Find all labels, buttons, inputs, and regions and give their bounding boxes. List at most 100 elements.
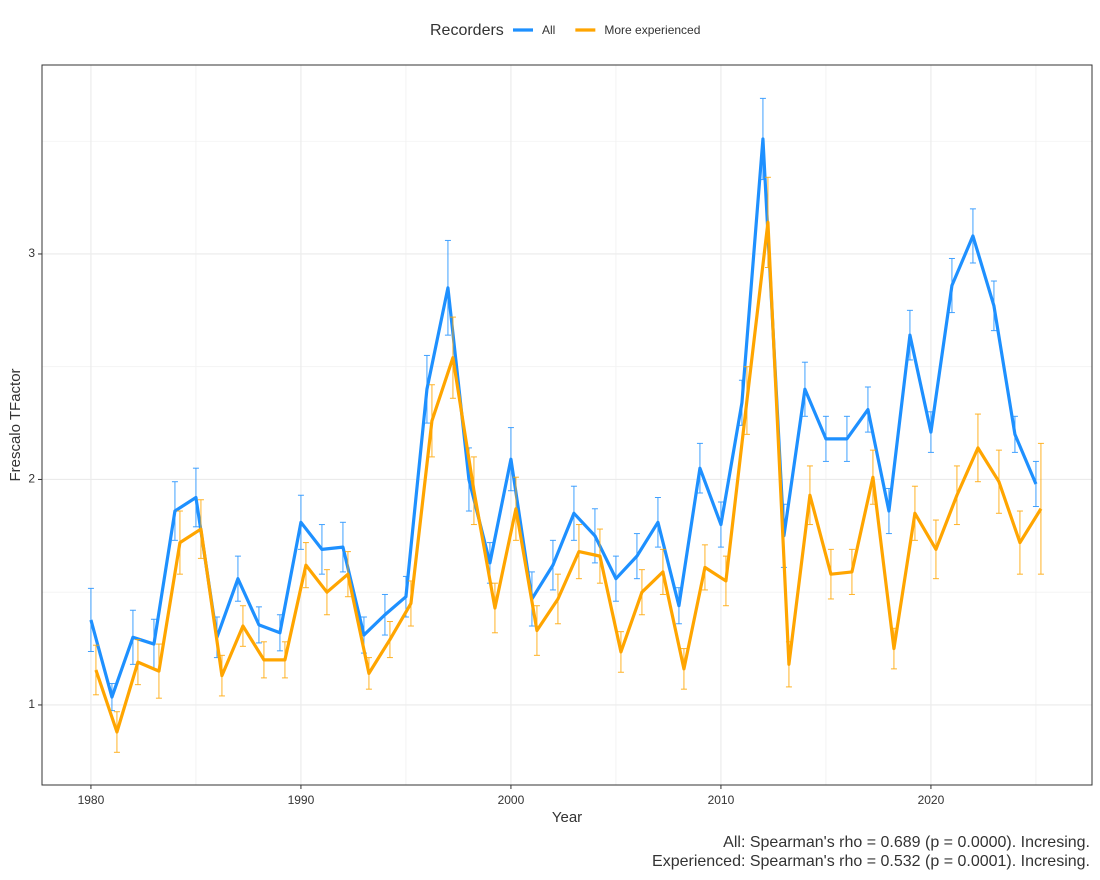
error-bar [575,524,582,580]
series-line [89,137,1038,699]
x-tick-label: 2010 [708,793,735,807]
error-bar [717,501,724,548]
error-bar [234,555,241,602]
plot-border [41,64,1093,786]
error-bar [344,551,351,598]
error-bar [974,413,981,483]
error-bar [255,606,262,644]
error-bar [318,524,325,575]
error-bar [806,465,813,526]
x-tick-label: 2000 [498,793,525,807]
error-bar [444,239,451,336]
error-bar [134,639,141,686]
error-bar [612,555,619,602]
error-bar [864,386,871,433]
error-bar [743,366,750,435]
error-bar [302,542,309,589]
error-bar [171,481,178,541]
error-bar [407,580,414,627]
error-bar [948,257,955,314]
x-tick-label: 1980 [78,793,105,807]
error-bar [386,621,393,659]
series-line [94,220,1043,734]
error-bar [176,510,183,575]
error-bar [764,176,771,268]
error-bar [680,648,687,690]
annotation: All: Spearman's rho = 0.689 (p = 0.0000)… [723,834,1090,851]
error-bar [218,654,225,697]
error-bar [869,449,876,505]
error-bar [659,548,666,595]
error-bar [927,411,934,453]
error-bar [932,519,939,580]
error-bar [339,521,346,573]
error-bar [449,316,456,399]
y-tick-label: 3 [28,246,35,260]
legend-label: All [542,23,555,37]
error-bar [533,605,540,656]
error-bar [297,494,304,550]
error-bar [911,485,918,541]
x-tick-label: 1990 [288,793,315,807]
error-bar [596,528,603,584]
error-bar [801,361,808,417]
y-tick-label: 1 [28,697,35,711]
error-bar [281,641,288,679]
error-bar [381,593,388,636]
error-bar [549,539,556,591]
error-bar [129,609,136,665]
error-bar [470,456,477,526]
error-bar [423,354,430,424]
error-bar [995,449,1002,514]
error-bar [969,208,976,264]
error-bar [87,587,94,653]
error-bar [1011,415,1018,453]
error-bar [239,605,246,647]
legend-title: Recorders [430,22,504,39]
error-bar [827,548,834,600]
error-bar [192,467,199,528]
error-bar [701,544,708,591]
error-bar [260,641,267,679]
error-bar [323,569,330,616]
error-bar [848,548,855,595]
error-bar [633,533,640,580]
error-bar [491,582,498,634]
error-bar [785,641,792,688]
x-axis-label: Year [552,809,582,826]
error-bar [885,487,892,535]
error-bar [92,644,99,696]
error-bar [554,573,561,625]
error-bar [990,280,997,332]
y-axis-label: Frescalo TFactor [7,368,24,481]
error-bar [890,627,897,670]
error-bar [512,476,519,541]
error-bar [365,657,372,690]
error-bar [722,555,729,607]
error-bar [759,97,766,181]
legend-label: More experienced [604,23,700,37]
error-bar [113,711,120,753]
error-bar [822,415,829,462]
error-bar [843,415,850,462]
error-bar [617,631,624,673]
error-bar [197,499,204,559]
annotation: Experienced: Spearman's rho = 0.532 (p =… [652,853,1090,870]
error-bar [654,496,661,548]
error-bar [428,384,435,458]
y-tick-label: 2 [28,472,35,486]
error-bar [638,569,645,616]
error-bar [507,427,514,492]
error-bar [675,587,682,625]
x-tick-label: 2020 [918,793,945,807]
error-bar [570,485,577,541]
error-bar [696,442,703,494]
error-bar [276,614,283,652]
error-bar [155,643,162,699]
error-bar [1032,460,1039,508]
error-bar [1016,510,1023,575]
error-bar [1037,442,1044,575]
error-bar [953,465,960,526]
